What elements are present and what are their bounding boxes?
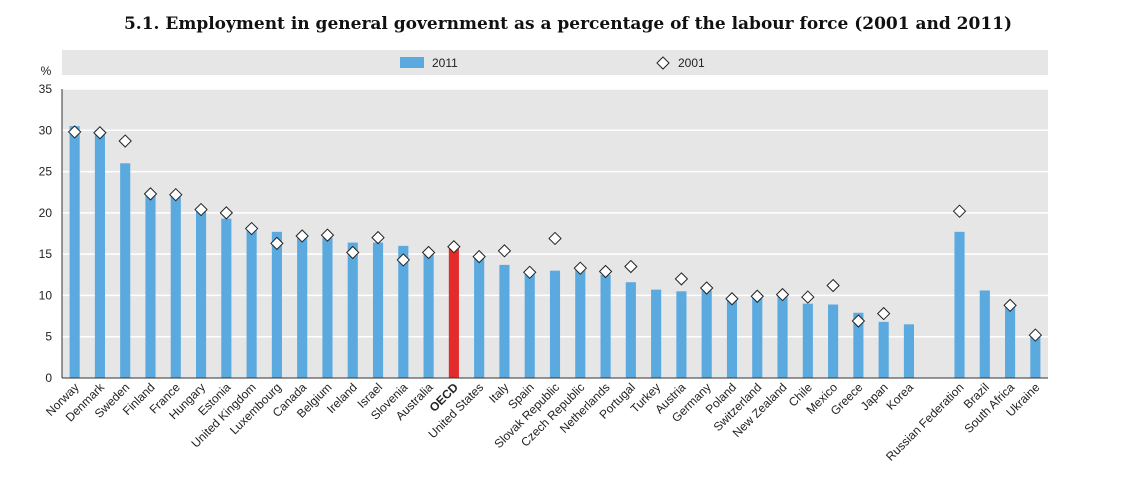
marker-spain	[523, 265, 537, 280]
x-axis-labels: NorwayDenmarkSwedenFinlandFranceHungaryE…	[43, 380, 1043, 464]
y-axis-ticks: 0 5 10 15 20 25 30 35	[39, 82, 53, 385]
bar-brazil	[979, 290, 990, 378]
bar-portugal	[625, 282, 636, 378]
bar-japan	[878, 321, 889, 378]
bar-korea	[903, 324, 915, 378]
marker-austria	[674, 272, 689, 286]
legend-2001-marker	[656, 56, 670, 70]
legend-background	[62, 50, 1048, 75]
bar-ukraine	[1030, 336, 1041, 378]
bar-slovenia	[398, 245, 409, 378]
bar-south-africa	[1005, 306, 1016, 378]
bar-italy	[499, 264, 510, 378]
marker-japan	[876, 306, 891, 321]
y-tick-label-15: 15	[39, 247, 53, 261]
chart-title: 5.1. Employment in general government as…	[123, 14, 1013, 34]
marker-luxembourg	[270, 236, 284, 251]
marker-netherlands	[598, 264, 613, 279]
marker-denmark	[93, 126, 107, 140]
bar-finland	[145, 192, 156, 378]
bar-australia	[423, 251, 434, 378]
bar-estonia	[221, 218, 232, 378]
bar-poland	[726, 297, 738, 378]
y-tick-label-5: 5	[45, 330, 52, 344]
y-tick-label-35: 35	[39, 82, 53, 96]
marker-france	[169, 187, 183, 202]
bar-czech-republic	[575, 269, 586, 378]
legend-2011: 2011	[400, 56, 458, 70]
bar-spain	[524, 270, 535, 378]
bar-denmark	[94, 130, 105, 378]
marker-canada	[295, 229, 309, 243]
legend-2011-label: 2011	[432, 56, 458, 70]
bar-norway	[69, 126, 80, 379]
bar-ireland	[347, 242, 358, 378]
y-tick-label-0: 0	[45, 371, 52, 385]
y-tick-label-20: 20	[39, 206, 53, 220]
marker-czech-republic	[573, 261, 587, 275]
x-label-japan: Japan	[858, 380, 891, 413]
marker-poland	[725, 292, 739, 306]
bar-new-zealand	[777, 295, 788, 378]
legend-2001: 2001	[656, 56, 705, 70]
marker-switzerland	[750, 289, 764, 303]
marker-south-africa	[1003, 298, 1017, 313]
bar-luxembourg	[271, 231, 282, 378]
marker-chile	[801, 290, 815, 304]
bar-chile	[802, 303, 813, 378]
bar-austria	[676, 291, 687, 378]
marker-mexico	[826, 278, 840, 293]
marker-portugal	[624, 259, 638, 274]
legend-2001-label: 2001	[678, 56, 705, 70]
bars-2011	[69, 126, 1041, 379]
marker-australia	[421, 245, 436, 260]
bar-united-kingdom	[246, 229, 257, 378]
bar-oecd	[448, 248, 459, 378]
marker-germany	[699, 281, 714, 295]
marker-belgium	[320, 228, 335, 242]
bar-switzerland	[752, 295, 763, 378]
marker-sweden	[118, 134, 132, 148]
bar-belgium	[322, 237, 333, 378]
marker-united-states	[472, 249, 486, 264]
marker-ukraine	[1028, 328, 1043, 342]
marker-finland	[143, 187, 158, 201]
markers-2001	[67, 125, 1043, 342]
marker-hungary	[194, 202, 208, 217]
y-tick-label-10: 10	[39, 288, 53, 302]
y-tick-label-25: 25	[39, 165, 53, 179]
bar-russian-federation	[954, 231, 965, 378]
marker-italy	[497, 244, 512, 258]
bar-greece	[853, 312, 864, 378]
legend-2011-swatch	[400, 57, 424, 68]
marker-slovak-republic	[548, 231, 562, 246]
marker-united-kingdom	[244, 221, 259, 236]
bar-slovak-republic	[549, 270, 561, 378]
marker-oecd	[447, 240, 461, 254]
marker-ireland	[346, 245, 360, 260]
marker-norway	[67, 125, 82, 139]
bar-united-states	[474, 258, 485, 378]
marker-slovenia	[396, 253, 411, 267]
y-tick-label-30: 30	[39, 123, 53, 137]
y-axis-label: %	[41, 64, 52, 78]
bar-hungary	[195, 208, 207, 378]
bar-canada	[297, 235, 308, 378]
marker-greece	[851, 314, 866, 328]
bar-turkey	[651, 289, 662, 378]
bar-sweden	[120, 163, 131, 378]
marker-new-zealand	[775, 287, 790, 302]
x-label-korea: Korea	[884, 380, 917, 413]
marker-russian-federation	[952, 204, 967, 218]
marker-estonia	[219, 206, 234, 220]
bar-israel	[372, 242, 384, 378]
bar-netherlands	[600, 274, 611, 378]
bar-france	[170, 196, 181, 378]
bar-mexico	[828, 304, 839, 378]
marker-israel	[371, 230, 385, 245]
bar-germany	[701, 290, 712, 378]
